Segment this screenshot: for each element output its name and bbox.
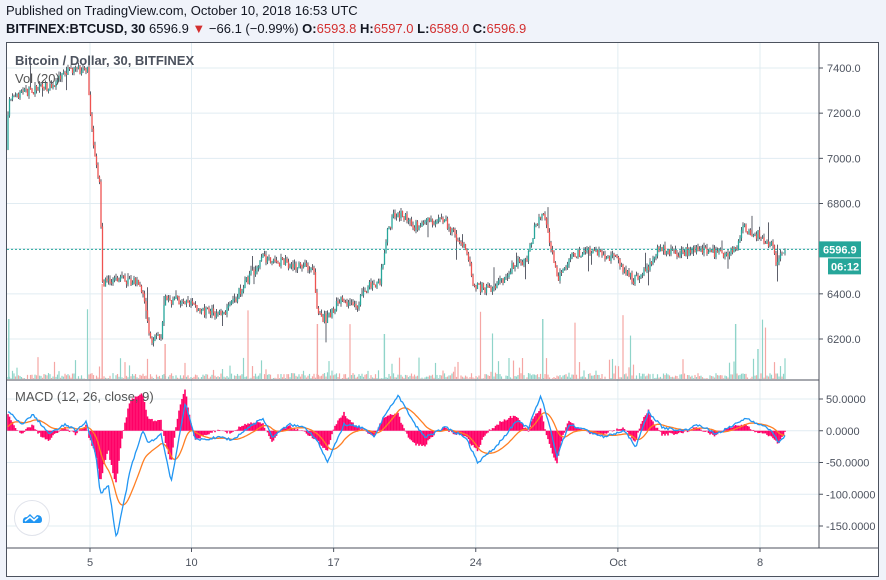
- open-value: 6593.8: [316, 21, 357, 36]
- svg-text:7200.0: 7200.0: [827, 108, 861, 120]
- series-legend[interactable]: Bitcoin / Dollar, 30, BITFINEX: [15, 53, 195, 68]
- symbol-name: BITFINEX:BTCUSD, 30: [6, 21, 146, 36]
- tradingview-logo[interactable]: [14, 500, 50, 536]
- svg-text:6200.0: 6200.0: [827, 334, 861, 346]
- close-value: 6596.9: [486, 21, 527, 36]
- svg-text:24: 24: [470, 557, 482, 569]
- high-value: 6597.0: [373, 21, 414, 36]
- svg-text:Oct: Oct: [609, 557, 626, 569]
- low-label: L:: [417, 21, 430, 36]
- down-arrow-icon: ▼: [192, 21, 206, 36]
- svg-text:06:12: 06:12: [831, 261, 859, 273]
- published-line: Published on TradingView.com, October 10…: [6, 3, 358, 18]
- svg-text:-100.0000: -100.0000: [826, 489, 876, 501]
- grid-lines: [7, 43, 819, 548]
- svg-text:50.0000: 50.0000: [826, 394, 866, 406]
- macd-legend[interactable]: MACD (12, 26, close, 9): [15, 389, 154, 404]
- time-axis[interactable]: 5 10 17 24 Oct 8: [87, 548, 763, 569]
- svg-text:7000.0: 7000.0: [827, 153, 861, 165]
- close-label: C:: [472, 21, 487, 36]
- high-label: H:: [360, 21, 374, 36]
- last-price: 6596.9: [149, 21, 189, 36]
- volume-bars: [7, 284, 786, 379]
- macd-axis[interactable]: 50.0000 0.0000 -50.0000 -100.0000 -150.0000: [819, 394, 876, 533]
- svg-text:17: 17: [328, 557, 340, 569]
- svg-text:-150.0000: -150.0000: [826, 521, 876, 533]
- open-label: O:: [302, 21, 317, 36]
- cloud-chart-icon: [22, 514, 42, 523]
- svg-text:6400.0: 6400.0: [827, 289, 861, 301]
- svg-text:8: 8: [757, 557, 763, 569]
- svg-text:-50.0000: -50.0000: [826, 458, 869, 470]
- price-change: −66.1 (−0.99%): [208, 21, 299, 36]
- macd-line: [7, 394, 786, 538]
- svg-text:6596.9: 6596.9: [823, 244, 857, 256]
- svg-text:10: 10: [185, 557, 197, 569]
- chart-frame: [6, 42, 879, 577]
- svg-text:7400.0: 7400.0: [827, 63, 861, 75]
- low-value: 6589.0: [429, 21, 470, 36]
- last-price-label: 6596.9 06:12: [819, 241, 861, 275]
- volume-legend[interactable]: Vol (20): [15, 71, 60, 86]
- svg-text:6800.0: 6800.0: [827, 199, 861, 211]
- symbol-line: BITFINEX:BTCUSD, 30 6596.9 ▼ −66.1 (−0.9…: [6, 21, 526, 36]
- price-axis[interactable]: 7400.0 7200.0 7000.0 6800.0 6400.0 6200.0: [819, 63, 861, 346]
- signal-line: [7, 407, 786, 506]
- svg-text:5: 5: [87, 557, 93, 569]
- candlesticks: [7, 62, 786, 347]
- svg-text:0.0000: 0.0000: [826, 426, 860, 438]
